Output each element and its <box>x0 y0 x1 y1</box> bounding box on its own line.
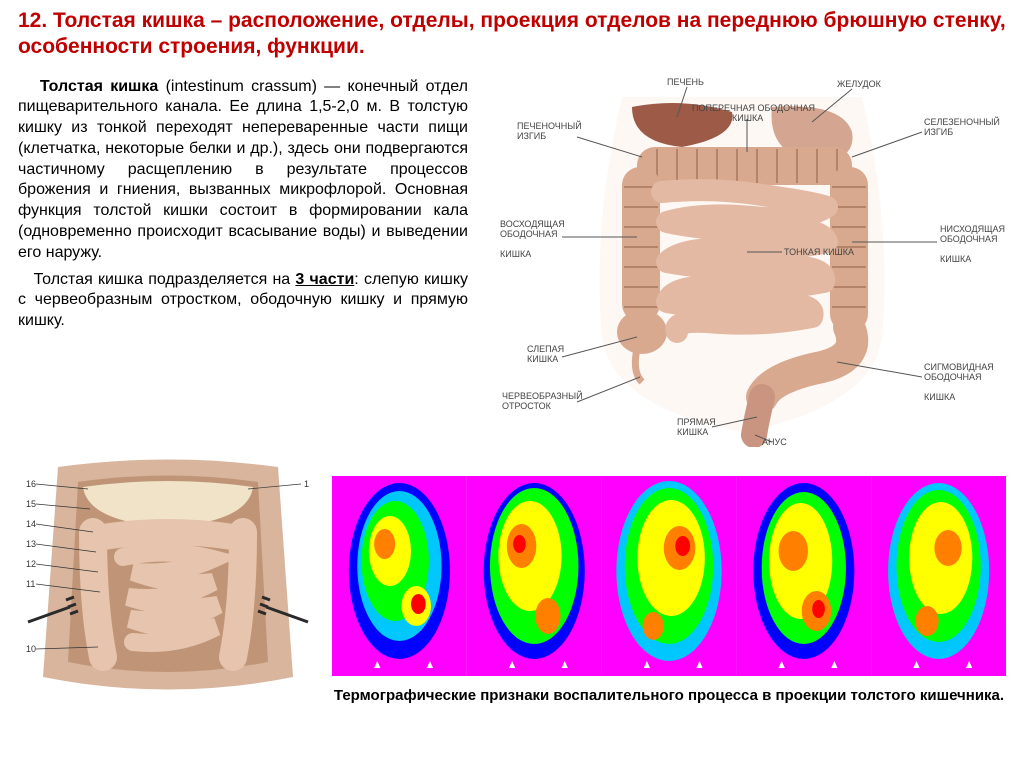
lbl-liver: ПЕЧЕНЬ <box>667 77 704 87</box>
n1: 1 <box>304 479 309 489</box>
n15: 15 <box>26 499 36 509</box>
cecum-shape <box>617 310 667 354</box>
lbl-stomach: ЖЕЛУДОК <box>837 79 882 89</box>
content-row: Толстая кишка (intestinum crassum) — кон… <box>0 65 1024 447</box>
n16: 16 <box>26 479 36 489</box>
thermo-caption: Термографические признаки воспалительног… <box>332 681 1006 712</box>
lbl-asc: ВОСХОДЯЩАЯОБОДОЧНАЯКИШКА <box>500 219 565 259</box>
lbl-spl-flex: СЕЛЕЗЕНОЧНЫЙИЗГИБ <box>924 116 1000 137</box>
lbl-desc: НИСХОДЯЩАЯОБОДОЧНАЯКИШКА <box>940 224 1005 264</box>
rectum-shape <box>754 397 762 435</box>
n14: 14 <box>26 519 36 529</box>
paragraph-1: Толстая кишка (intestinum crassum) — кон… <box>18 77 468 264</box>
thermo-panels <box>332 476 1006 676</box>
para1-lead: Толстая кишка <box>40 78 158 95</box>
lbl-rectum: ПРЯМАЯКИШКА <box>677 417 716 437</box>
n13: 13 <box>26 539 36 549</box>
lbl-anus: АНУС <box>762 437 787 447</box>
small-intestine <box>662 190 827 332</box>
surgical-image: 16 15 14 13 12 11 10 1 <box>18 447 318 712</box>
n10: 10 <box>26 644 36 654</box>
thermography-column: Термографические признаки воспалительног… <box>332 476 1006 712</box>
surg-small-bowel <box>123 552 218 643</box>
para1-rest: (intestinum crassum) — конечный отдел пи… <box>18 78 468 261</box>
transverse-colon <box>637 147 852 185</box>
para2-a: Толстая кишка подразделяется на <box>34 271 296 288</box>
n12: 12 <box>26 559 36 569</box>
anatomy-svg: ПЕЧЕНЬ ЖЕЛУДОК ПЕЧЕНОЧНЫЙИЗГИБ ПОПЕРЕЧНА… <box>478 77 1006 447</box>
paragraph-2: Толстая кишка подразделяется на 3 части:… <box>18 270 468 332</box>
surgical-svg: 16 15 14 13 12 11 10 1 <box>18 447 318 707</box>
text-column: Толстая кишка (intestinum crassum) — кон… <box>18 77 468 447</box>
lbl-small: ТОНКАЯ КИШКА <box>784 247 854 257</box>
thermography-svg <box>332 476 1006 676</box>
anatomy-diagram: ПЕЧЕНЬ ЖЕЛУДОК ПЕЧЕНОЧНЫЙИЗГИБ ПОПЕРЕЧНА… <box>478 77 1006 447</box>
lbl-appendix: ЧЕРВЕОБРАЗНЫЙОТРОСТОК <box>502 390 583 411</box>
page-title: 12. Толстая кишка – расположение, отделы… <box>0 0 1024 65</box>
lower-row: 16 15 14 13 12 11 10 1 <box>0 447 1024 712</box>
para2-b: 3 части <box>295 271 354 288</box>
surg-colon-top <box>103 532 233 537</box>
lbl-cecum: СЛЕПАЯКИШКА <box>527 344 564 364</box>
n11: 11 <box>26 579 35 589</box>
lbl-sigmoid: СИГМОВИДНАЯОБОДОЧНАЯКИШКА <box>924 362 994 402</box>
lbl-hep-flex: ПЕЧЕНОЧНЫЙИЗГИБ <box>517 120 582 141</box>
